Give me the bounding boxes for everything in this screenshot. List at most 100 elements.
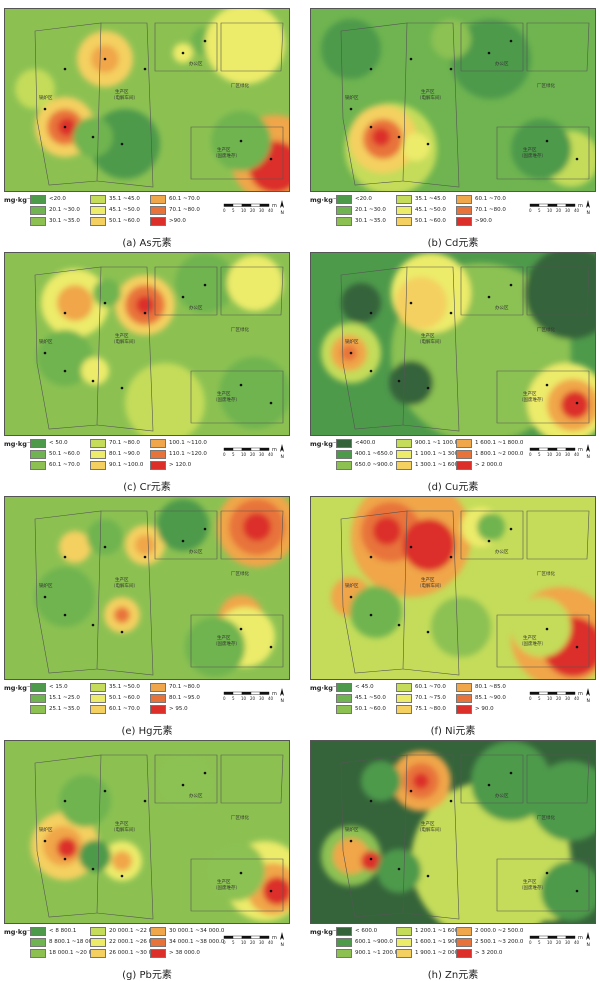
legend-swatch bbox=[150, 449, 166, 459]
legend-item: 70.1 ~80.0 bbox=[90, 438, 150, 448]
legend-label: 1 600.1 ~1 800.0 bbox=[475, 440, 524, 446]
sample-point bbox=[487, 783, 491, 787]
scale-segment bbox=[250, 935, 261, 939]
sample-point bbox=[397, 379, 401, 383]
scale-tick-label: 10 bbox=[241, 208, 247, 213]
legend-item: 1 900.1 ~2 000.0 bbox=[396, 948, 463, 958]
legend-item: 18 000.1 ~20 000.0 bbox=[30, 948, 104, 958]
scale-segment bbox=[232, 691, 243, 695]
contour-zone bbox=[341, 345, 357, 361]
legend-swatch bbox=[90, 194, 106, 204]
zone-label: 生产区 bbox=[523, 878, 537, 885]
zone-label: （电解车间） bbox=[417, 826, 444, 833]
panel-caption: (b) Cd元素 bbox=[427, 238, 479, 249]
legend-label: 45.1 ~50.0 bbox=[415, 207, 446, 213]
legend-swatch bbox=[150, 460, 166, 470]
legend-item: <400.0 bbox=[336, 438, 396, 448]
legend-item: 25.1 ~35.0 bbox=[30, 704, 90, 714]
zone-label: 锅炉区 bbox=[345, 338, 359, 345]
legend-label: 50.1 ~60.0 bbox=[415, 218, 446, 224]
scale-tick-label: 40 bbox=[268, 452, 274, 457]
legend-swatch bbox=[456, 948, 472, 958]
legend-item: < 50.0 bbox=[30, 438, 90, 448]
scale-tick-label: 10 bbox=[547, 696, 553, 701]
scale-tick-label: 0 bbox=[223, 208, 226, 213]
legend-swatch bbox=[90, 449, 106, 459]
legend-item: 8 800.1 ~18 000.1 bbox=[30, 937, 101, 947]
legend-swatch bbox=[456, 216, 472, 226]
scale-tick-label: 40 bbox=[268, 696, 274, 701]
contour-zone bbox=[511, 597, 571, 657]
heatmap-contours bbox=[31, 751, 289, 921]
zone-label: （电解车间） bbox=[111, 338, 138, 345]
legend-item: 50.1 ~60.0 bbox=[90, 216, 150, 226]
map-panel: 办公区 锅炉区 生产区 （电解车间） 厂区绿化 生产区 （固废堆存） mg·kg⁻¹ <400.… bbox=[310, 252, 596, 493]
contour-zone bbox=[227, 255, 283, 311]
map-panel: 办公区 锅炉区 生产区 （电解车间） 厂区绿化 生产区 （固废堆存） mg·kg⁻¹ < 50.… bbox=[4, 252, 290, 493]
scale-tick-label: 20 bbox=[556, 940, 562, 945]
legend-swatch bbox=[30, 205, 46, 215]
sample-point bbox=[143, 799, 147, 803]
sample-point bbox=[203, 283, 207, 287]
legend: mg·kg⁻¹ <20.0 20.1 ~30.0 30.1 ~35.0 35.1 ~45… bbox=[310, 194, 596, 234]
zone-label: （电解车间） bbox=[111, 826, 138, 833]
legend-item: > 38 000.0 bbox=[150, 948, 210, 958]
scale-segment bbox=[223, 935, 234, 939]
sample-point bbox=[203, 527, 207, 531]
sample-point bbox=[239, 627, 243, 631]
legend-swatch bbox=[396, 216, 412, 226]
legend-swatch bbox=[90, 682, 106, 692]
panel-caption: (c) Cr元素 bbox=[123, 482, 171, 493]
legend-swatch bbox=[90, 948, 106, 958]
legend-item: 15.1 ~25.0 bbox=[30, 693, 90, 703]
legend-label: >90.0 bbox=[169, 218, 186, 224]
scale-unit: m bbox=[578, 447, 583, 453]
heatmap-contours bbox=[331, 497, 595, 679]
panel-caption: (d) Cu元素 bbox=[427, 482, 479, 493]
scale-segment bbox=[556, 447, 567, 451]
legend-item: 80.1 ~85.0 bbox=[456, 682, 516, 692]
scale-tick-label: 30 bbox=[259, 452, 265, 457]
legend-item: 600.1 ~900.0 bbox=[336, 937, 396, 947]
zone-boundary bbox=[460, 266, 524, 316]
legend-swatch bbox=[150, 438, 166, 448]
zone-label: 厂区绿化 bbox=[231, 326, 249, 333]
scale-segment bbox=[241, 935, 252, 939]
contour-zone bbox=[477, 513, 505, 541]
north-arrow-icon bbox=[280, 932, 284, 940]
zone-label: 厂区绿化 bbox=[537, 570, 555, 577]
sample-point bbox=[181, 51, 185, 55]
zone-label: 办公区 bbox=[189, 548, 203, 555]
sample-point bbox=[269, 157, 273, 161]
contour-zone bbox=[431, 597, 491, 657]
north-arrow-icon bbox=[586, 444, 590, 452]
legend-label: 20 000.1 ~22 000.0 bbox=[109, 928, 165, 934]
legend-swatch bbox=[336, 438, 352, 448]
scale-tick-label: 20 bbox=[250, 696, 256, 701]
legend-unit: mg·kg⁻¹ bbox=[4, 196, 34, 204]
legend-label: 1 300.1 ~1 600.0 bbox=[415, 462, 464, 468]
scale-tick-label: 20 bbox=[556, 696, 562, 701]
legend-item: 900.1 ~1 200.0 bbox=[336, 948, 398, 958]
legend-swatch bbox=[30, 682, 46, 692]
legend-item: 45.1 ~50.0 bbox=[336, 693, 396, 703]
scale-tick-label: 10 bbox=[241, 452, 247, 457]
sample-point bbox=[509, 527, 513, 531]
zone-label: （固废堆存） bbox=[519, 884, 546, 891]
legend-swatch bbox=[396, 693, 412, 703]
legend-swatch bbox=[336, 216, 352, 226]
heatmap-map: 办公区 锅炉区 生产区 （电解车间） 厂区绿化 生产区 （固废堆存） bbox=[310, 740, 596, 924]
legend-swatch bbox=[30, 937, 46, 947]
legend-swatch bbox=[90, 216, 106, 226]
sample-point bbox=[91, 135, 95, 139]
zone-boundary bbox=[340, 754, 408, 918]
sample-point bbox=[409, 57, 413, 61]
heatmap-map: 办公区 锅炉区 生产区 （电解车间） 厂区绿化 生产区 （固废堆存） bbox=[310, 496, 596, 680]
scale-segment bbox=[565, 935, 576, 939]
legend-item: 100.1 ~110.0 bbox=[150, 438, 210, 448]
scale-tick-label: 0 bbox=[529, 208, 532, 213]
sample-point bbox=[269, 401, 273, 405]
heatmap-map: 办公区 锅炉区 生产区 （电解车间） 厂区绿化 生产区 （固废堆存） bbox=[4, 740, 290, 924]
scale-segment bbox=[223, 691, 234, 695]
zone-boundary bbox=[154, 266, 218, 316]
